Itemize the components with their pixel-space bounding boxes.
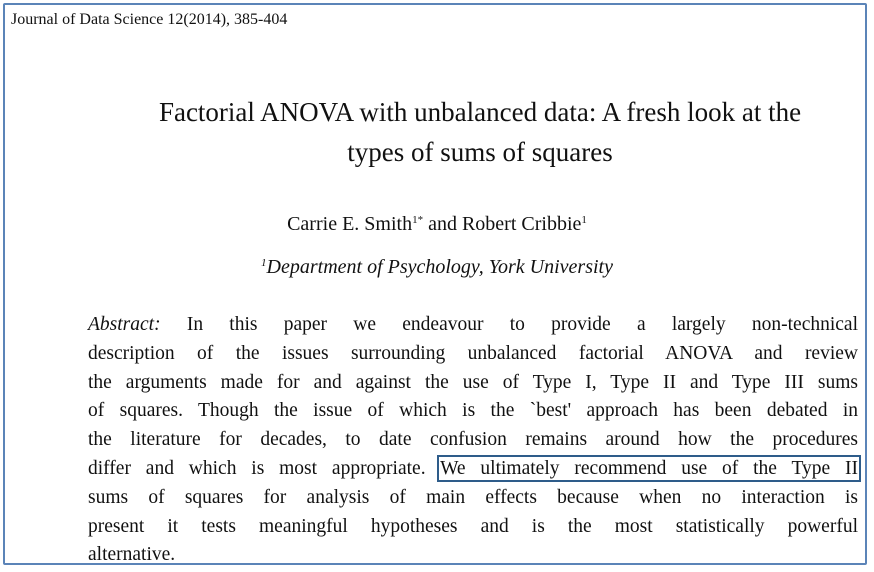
abstract-line: the literature for decades, to date conf… xyxy=(88,429,858,451)
author-1: Carrie E. Smith xyxy=(287,213,413,235)
abstract-line: Abstract: In this paper we endeavour to … xyxy=(88,311,858,340)
abstract-line: description of the issues surrounding un… xyxy=(88,342,858,364)
abstract-line: sums of squares for analysis of main eff… xyxy=(88,486,858,508)
author-list: Carrie E. Smith1* and Robert Cribbie1 xyxy=(0,211,874,237)
title-line-2: types of sums of squares xyxy=(347,137,613,167)
author-conjunction: and xyxy=(423,213,462,235)
abstract-text: In this paper we endeavour to provide a … xyxy=(160,314,858,335)
author-2-affiliation-mark: 1 xyxy=(581,214,587,226)
document-frame xyxy=(3,3,867,565)
abstract-line: differ and which is most appropriate. We… xyxy=(88,454,861,484)
affiliation-text: Department of Psychology, York Universit… xyxy=(266,256,613,278)
abstract-line: alternative. xyxy=(88,544,176,566)
abstract-line: present it tests meaningful hypotheses a… xyxy=(88,515,858,537)
affiliation-mark: 1 xyxy=(261,257,267,269)
journal-citation: Journal of Data Science 12(2014), 385-40… xyxy=(11,11,288,28)
affiliation: 1Department of Psychology, York Universi… xyxy=(0,254,874,280)
abstract-text: differ and which is most appropriate. xyxy=(88,457,441,479)
abstract-label: Abstract: xyxy=(88,314,161,335)
author-2: Robert Cribbie xyxy=(461,213,582,235)
abstract: Abstract: In this paper we endeavour to … xyxy=(88,311,861,570)
paper-title: Factorial ANOVA with unbalanced data: A … xyxy=(100,92,860,172)
author-1-affiliation-mark: 1* xyxy=(412,214,424,226)
highlighted-recommendation: We ultimately recommend use of the Type … xyxy=(437,454,861,482)
abstract-line: the arguments made for and against the u… xyxy=(88,371,858,393)
abstract-line: of squares. Though the issue of which is… xyxy=(88,400,858,422)
title-line-1: Factorial ANOVA with unbalanced data: A … xyxy=(158,97,802,127)
